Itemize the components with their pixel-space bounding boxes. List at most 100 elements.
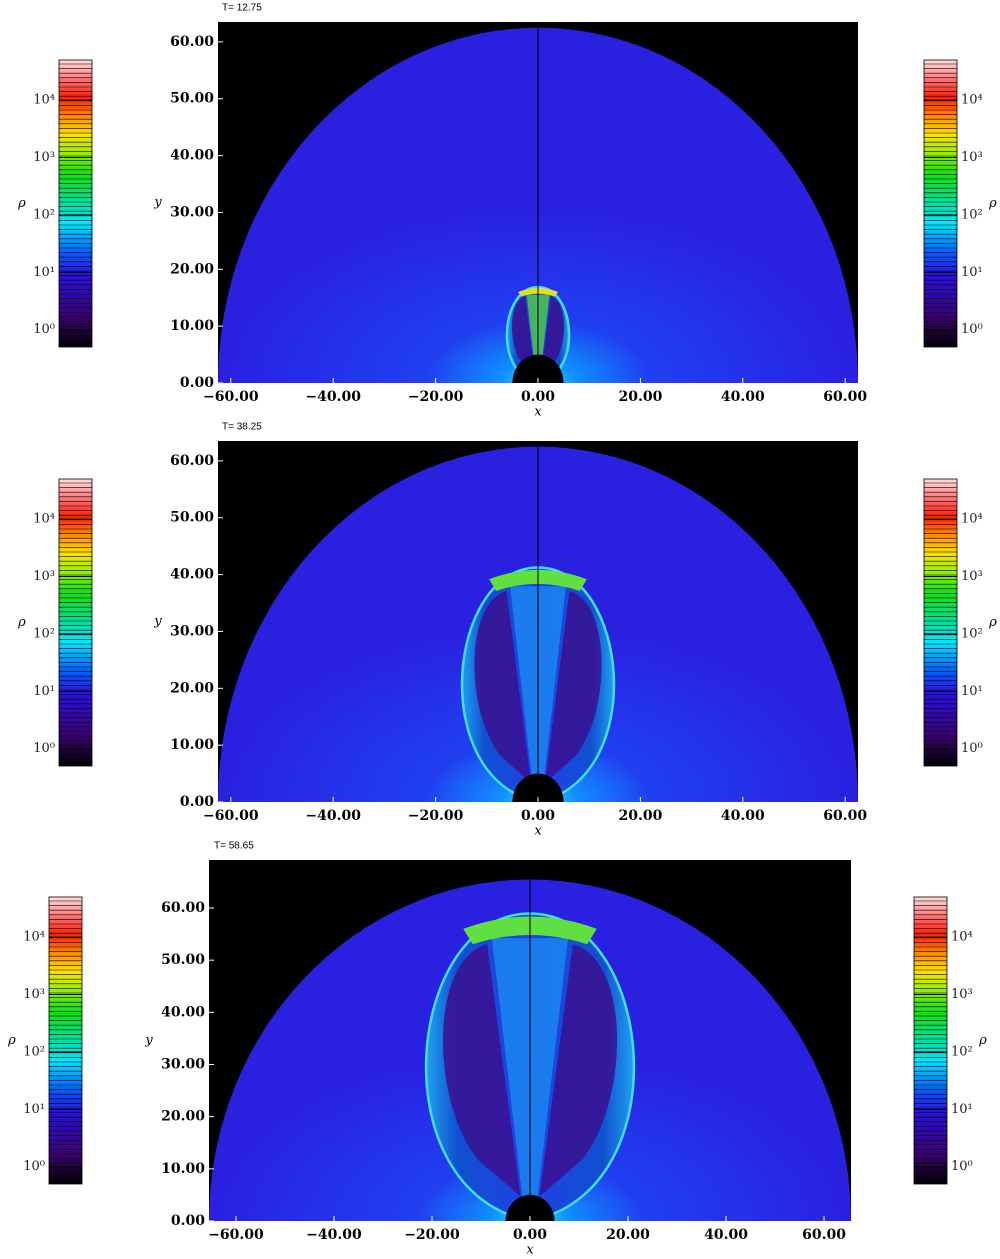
colorbar-tick-label: 10⁰ bbox=[961, 741, 983, 756]
x-tick-label: 0.00 bbox=[521, 389, 555, 405]
colorbar-tick-label: 10³ bbox=[33, 150, 55, 165]
x-tick-label: −20.00 bbox=[404, 1227, 460, 1243]
y-tick-label: 0.00 bbox=[171, 1213, 205, 1229]
colorbar-tick-label: 10¹ bbox=[33, 265, 55, 280]
colorbar-tick-label: 10⁴ bbox=[23, 930, 45, 945]
x-axis-label: x bbox=[526, 1243, 534, 1258]
y-tick-label: 60.00 bbox=[161, 900, 205, 916]
lobe bbox=[442, 944, 521, 1197]
x-tick-label: −60.00 bbox=[208, 1227, 264, 1243]
colorbar-tick-label: 10⁰ bbox=[33, 322, 55, 337]
panel-title: T= 58.65 bbox=[214, 841, 254, 852]
y-tick-label: 30.00 bbox=[170, 623, 214, 639]
colorbar-tick-label: 10¹ bbox=[23, 1102, 45, 1117]
lobe bbox=[544, 590, 602, 784]
x-tick-label: −20.00 bbox=[408, 808, 464, 824]
colorbar-label: ρ bbox=[7, 1033, 16, 1048]
colorbar-label: ρ bbox=[978, 1033, 987, 1048]
y-tick-label: 20.00 bbox=[170, 261, 214, 277]
x-tick-label: 20.00 bbox=[618, 389, 662, 405]
colorbar-label: ρ bbox=[17, 196, 26, 211]
colorbar-tick-label: 10³ bbox=[23, 987, 45, 1002]
y-tick-label: 60.00 bbox=[170, 453, 214, 469]
panel: −60.00 −40.00 −20.00 0.00 20.00 40.00 60.00 0.0… bbox=[17, 3, 997, 420]
x-tick-label: 0.00 bbox=[513, 1227, 547, 1243]
colorbar-tick-label: 10³ bbox=[961, 569, 983, 584]
lobe bbox=[474, 590, 532, 784]
x-tick-label: 0.00 bbox=[521, 808, 555, 824]
panel-title: T= 38.25 bbox=[222, 422, 262, 433]
x-tick-label: −40.00 bbox=[305, 808, 361, 824]
y-tick-label: 50.00 bbox=[170, 91, 214, 107]
y-tick-label: 60.00 bbox=[170, 34, 214, 50]
x-tick-label: 40.00 bbox=[721, 808, 765, 824]
y-tick-label: 20.00 bbox=[161, 1109, 205, 1125]
y-tick-label: 10.00 bbox=[161, 1161, 205, 1177]
heatmap bbox=[218, 22, 858, 383]
colorbar-tick-label: 10⁴ bbox=[961, 512, 983, 527]
panel: −60.00 −40.00 −20.00 0.00 20.00 40.00 60.00 0.0… bbox=[17, 422, 997, 839]
colorbar-tick-label: 10² bbox=[23, 1044, 45, 1059]
x-axis-label: x bbox=[534, 824, 542, 839]
colorbar-tick-label: 10² bbox=[961, 626, 983, 641]
y-axis-label: y bbox=[153, 614, 162, 629]
x-tick-label: 20.00 bbox=[618, 808, 662, 824]
colorbar-tick-label: 10⁰ bbox=[961, 322, 983, 337]
colorbar-tick-label: 10¹ bbox=[33, 684, 55, 699]
y-tick-label: 50.00 bbox=[161, 952, 205, 968]
y-tick-label: 0.00 bbox=[180, 794, 214, 810]
colorbar-label: ρ bbox=[988, 196, 997, 211]
lobe bbox=[540, 296, 565, 376]
colorbar-tick-label: 10³ bbox=[951, 987, 973, 1002]
colorbar-tick-label: 10² bbox=[951, 1044, 973, 1059]
colorbar bbox=[923, 59, 958, 348]
colorbar-tick-label: 10⁴ bbox=[961, 93, 983, 108]
y-tick-label: 10.00 bbox=[170, 737, 214, 753]
colorbar-label: ρ bbox=[17, 615, 26, 630]
panel: −60.00 −40.00 −20.00 0.00 20.00 40.00 60.00 0.0… bbox=[7, 841, 987, 1258]
colorbar-label: ρ bbox=[988, 615, 997, 630]
heatmap bbox=[209, 860, 851, 1221]
colorbar-tick-label: 10⁰ bbox=[951, 1159, 973, 1174]
x-tick-label: 40.00 bbox=[704, 1227, 748, 1243]
x-tick-label: −40.00 bbox=[305, 389, 361, 405]
lobe bbox=[539, 944, 618, 1197]
colorbar-tick-label: 10² bbox=[33, 207, 55, 222]
y-axis-label: y bbox=[153, 195, 162, 210]
colorbar-tick-label: 10² bbox=[961, 207, 983, 222]
colorbar-tick-label: 10⁴ bbox=[951, 930, 973, 945]
heatmap bbox=[218, 441, 858, 802]
x-tick-label: −20.00 bbox=[408, 389, 464, 405]
y-tick-label: 10.00 bbox=[170, 318, 214, 334]
x-tick-label: 60.00 bbox=[802, 1227, 846, 1243]
y-tick-label: 0.00 bbox=[180, 375, 214, 391]
y-tick-label: 20.00 bbox=[170, 680, 214, 696]
lobe bbox=[511, 296, 536, 376]
colorbar bbox=[923, 478, 958, 767]
y-tick-label: 50.00 bbox=[170, 510, 214, 526]
colorbar bbox=[913, 896, 948, 1185]
colorbar-tick-label: 10³ bbox=[33, 569, 55, 584]
y-tick-label: 40.00 bbox=[170, 567, 214, 583]
x-tick-label: 20.00 bbox=[606, 1227, 650, 1243]
x-axis-label: x bbox=[534, 405, 542, 420]
x-tick-label: −40.00 bbox=[306, 1227, 362, 1243]
y-tick-label: 30.00 bbox=[170, 204, 214, 220]
colorbar-tick-label: 10⁴ bbox=[33, 93, 55, 108]
colorbar bbox=[58, 59, 93, 348]
colorbar-tick-label: 10¹ bbox=[951, 1102, 973, 1117]
y-tick-label: 40.00 bbox=[170, 148, 214, 164]
panel-title: T= 12.75 bbox=[222, 3, 262, 14]
x-tick-label: 60.00 bbox=[823, 389, 867, 405]
colorbar bbox=[48, 896, 83, 1185]
colorbar-tick-label: 10⁰ bbox=[23, 1159, 45, 1174]
y-tick-label: 40.00 bbox=[161, 1004, 205, 1020]
x-tick-label: 40.00 bbox=[721, 389, 765, 405]
colorbar-tick-label: 10⁴ bbox=[33, 512, 55, 527]
colorbar-tick-label: 10³ bbox=[961, 150, 983, 165]
y-tick-label: 30.00 bbox=[161, 1056, 205, 1072]
y-axis-label: y bbox=[144, 1033, 153, 1048]
colorbar-tick-label: 10⁰ bbox=[33, 741, 55, 756]
